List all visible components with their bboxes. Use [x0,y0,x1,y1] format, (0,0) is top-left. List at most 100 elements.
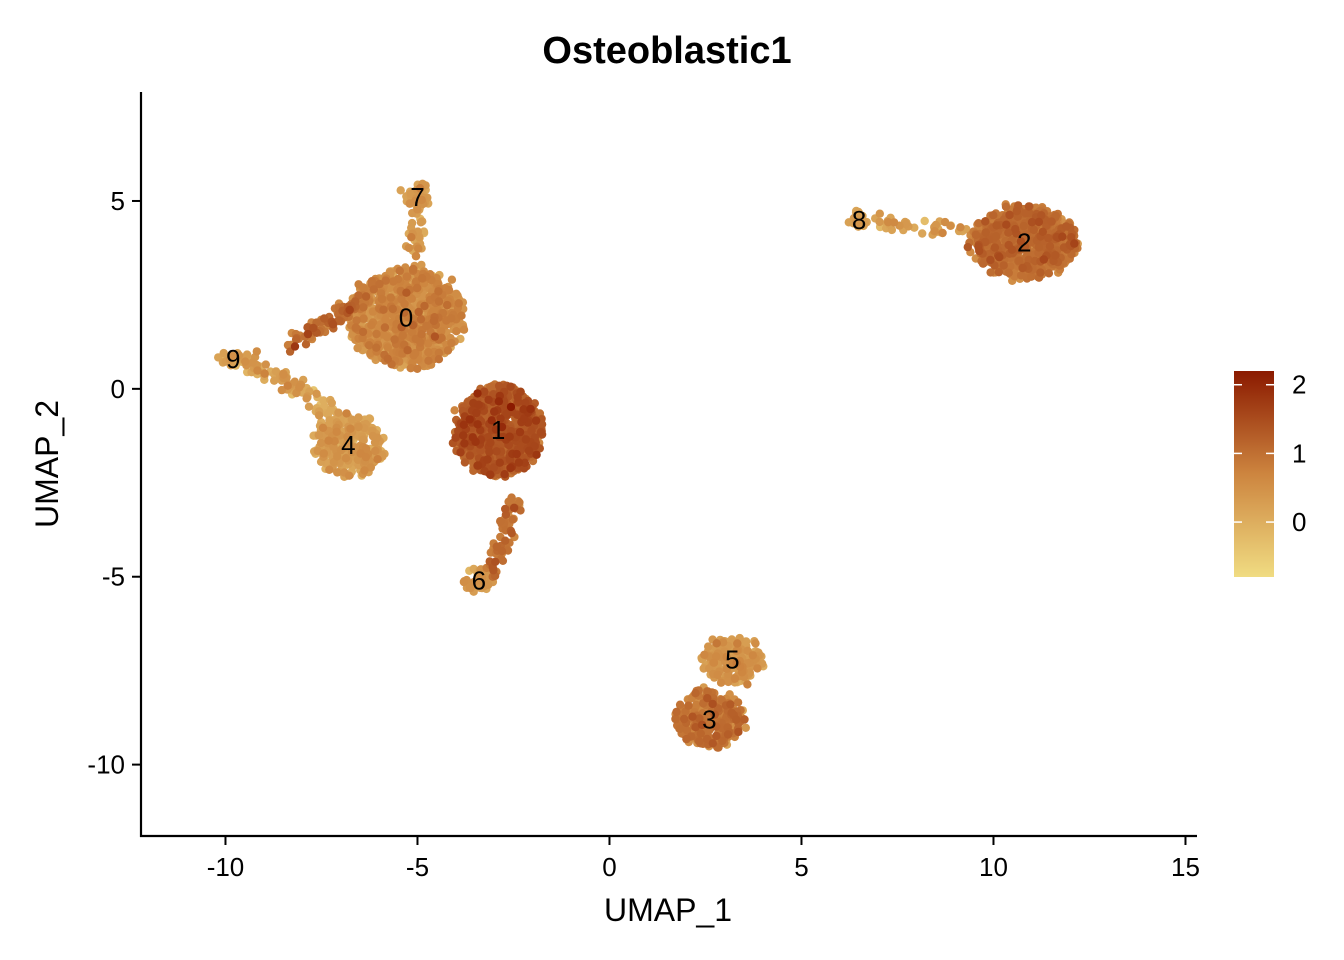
colorbar-ticks: 0 1 2 [1234,370,1306,537]
cell-point [414,307,423,317]
cluster-label-8: 8 [852,205,866,235]
cell-point [938,228,947,238]
y-tick-label: 5 [111,186,125,216]
cell-point [459,420,468,429]
cell-point [520,458,530,467]
cell-point [402,272,412,281]
cell-point [283,340,293,350]
cell-point [319,449,328,458]
cell-point [527,426,536,435]
cell-point [473,420,482,429]
cell-point [708,699,717,709]
cell-point [733,639,742,648]
cell-point [671,714,680,724]
cell-point [1036,268,1045,277]
cell-point [472,408,481,418]
cell-point [1044,269,1054,278]
cell-point [963,242,972,252]
cell-point [990,243,1000,252]
cell-point [986,255,995,265]
cell-point [509,503,519,512]
cell-point [330,437,339,446]
cell-point [353,343,362,353]
cell-point [465,451,475,460]
cell-point [368,431,378,441]
cell-point [940,217,950,227]
cell-point [381,315,390,324]
cell-point [397,322,406,332]
cell-point [497,422,507,432]
cell-point [252,347,261,356]
cell-point [526,404,535,414]
cell-point [459,325,469,334]
cell-point [343,439,352,448]
cell-point [452,289,461,298]
cell-point [459,577,469,587]
cell-point [447,338,456,348]
cell-point [291,335,301,344]
cell-point [751,639,760,648]
cell-point [875,217,884,227]
cluster-label-4: 4 [341,430,355,460]
cell-point [702,734,712,744]
cell-point [301,340,311,349]
cell-point [451,433,460,442]
cell-point [730,674,740,683]
cell-point [506,382,515,391]
cell-point [727,708,736,717]
cell-point [697,720,707,730]
cell-point [507,528,516,538]
cell-point [1037,211,1046,220]
cell-point [975,246,984,256]
cell-point [745,668,754,677]
cell-point [395,266,404,275]
cell-point [1024,202,1034,211]
cell-point [491,557,500,566]
cell-point [447,314,456,323]
cell-point [358,333,367,343]
cell-point [411,334,420,343]
y-ticks: -10 -5 0 5 [87,186,141,780]
cell-point [383,343,392,352]
cell-point [1021,231,1030,240]
cell-point [327,398,336,408]
cell-point [407,233,416,242]
x-tick-label: -10 [207,852,245,882]
cell-point [507,493,516,502]
cell-point [484,395,493,404]
cell-point [992,221,1001,230]
cell-point [415,232,424,242]
x-tick-label: 10 [979,852,1008,882]
colorbar-tick-label: 1 [1292,438,1306,468]
cell-point [342,409,351,418]
cell-point [716,678,726,687]
cell-point [710,710,719,719]
cell-point [407,327,417,337]
cell-point [718,736,727,746]
cell-point [682,726,692,735]
cell-point [318,423,328,432]
cell-point [486,470,495,479]
cell-point [741,723,750,732]
cell-point [434,287,443,296]
cell-point [918,229,927,238]
cell-point [1014,245,1023,254]
cell-point [460,458,470,467]
cell-point [364,341,374,350]
cell-point [279,370,288,379]
cell-point [417,330,426,339]
cell-point [406,189,415,198]
cell-point [406,364,415,373]
cell-point [1070,239,1079,248]
cell-point [241,357,250,366]
cell-point [413,364,422,373]
cell-point [343,432,352,442]
cell-point [332,427,341,436]
cell-point [396,186,405,195]
cell-point [413,205,422,214]
cell-point [743,680,752,689]
cell-point [400,299,409,309]
cell-point [404,243,414,253]
cell-point [459,431,468,440]
